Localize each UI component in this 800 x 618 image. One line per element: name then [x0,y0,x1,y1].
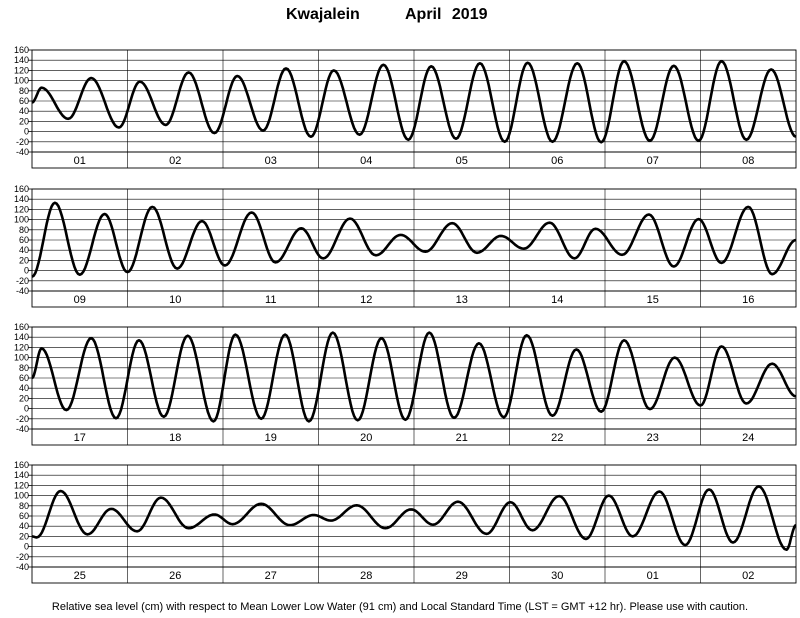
y-tick-label: 0 [24,127,29,137]
sea-level-series [31,331,797,423]
y-tick-label: -40 [16,147,29,157]
day-label: 08 [742,155,754,167]
y-tick-label: 100 [14,353,29,363]
day-label: 28 [360,570,372,582]
sea-level-series [30,485,797,551]
y-tick-label: 20 [19,255,29,265]
month-year: April 2019 [405,6,488,23]
y-tick-label: 0 [24,542,29,552]
day-label: 25 [74,570,86,582]
y-tick-label: 20 [19,393,29,403]
day-label: 24 [742,432,754,444]
y-tick-label: 120 [14,342,29,352]
y-tick-label: 160 [14,184,29,194]
y-tick-label: 120 [14,204,29,214]
y-tick-label: 160 [14,460,29,470]
y-tick-label: 60 [19,96,29,106]
y-tick-label: -40 [16,562,29,572]
y-tick-label: 140 [14,194,29,204]
y-tick-label: 140 [14,332,29,342]
y-tick-label: -40 [16,286,29,296]
panel-frame [31,464,797,584]
panel-frame [31,326,797,446]
y-tick-label: -20 [16,414,29,424]
day-label: 13 [456,294,468,306]
sea-level-series [31,59,797,144]
sea-level-series [31,201,797,278]
y-tick-label: 40 [19,245,29,255]
y-tick-label: 80 [19,363,29,373]
y-tick-label: 60 [19,373,29,383]
y-tick-label: 160 [14,322,29,332]
footnote: Relative sea level (cm) with respect to … [51,601,749,613]
day-label: 18 [169,432,181,444]
day-label: 29 [456,570,468,582]
y-tick-label: 40 [19,383,29,393]
panel-frame [31,188,797,308]
day-label: 11 [265,294,276,306]
day-label: 15 [647,294,659,306]
y-tick-label: -20 [16,276,29,286]
day-label: 16 [742,294,754,306]
y-tick-label: 160 [14,45,29,55]
y-tick-label: 0 [24,404,29,414]
page-title: Kwajalein April 2019 [0,4,800,28]
day-label: 30 [551,570,563,582]
y-tick-label: 100 [14,215,29,225]
day-label: 21 [456,432,468,444]
y-tick-label: 40 [19,521,29,531]
day-label: 09 [74,294,86,306]
day-label: 01 [647,570,659,582]
y-tick-label: 80 [19,225,29,235]
day-label: 17 [74,432,86,444]
day-label: 26 [169,570,181,582]
day-label: 10 [169,294,181,306]
y-tick-label: 120 [14,65,29,75]
day-label: 02 [169,155,181,167]
y-tick-label: 80 [19,501,29,511]
day-label: 14 [551,294,563,306]
day-label: 07 [647,155,659,167]
y-tick-label: 140 [14,470,29,480]
y-tick-label: 80 [19,86,29,96]
y-tick-label: 60 [19,511,29,521]
y-tick-label: 20 [19,531,29,541]
y-tick-label: 0 [24,266,29,276]
day-label: 03 [265,155,277,167]
y-tick-label: 60 [19,235,29,245]
day-label: 20 [360,432,372,444]
panel-frame [31,49,797,169]
y-tick-label: 120 [14,480,29,490]
day-label: 27 [265,570,277,582]
y-tick-label: -20 [16,552,29,562]
y-tick-label: 100 [14,491,29,501]
day-label: 23 [647,432,659,444]
y-tick-label: -20 [16,137,29,147]
day-label: 22 [551,432,563,444]
y-tick-label: 140 [14,55,29,65]
day-label: 05 [456,155,468,167]
day-label: 04 [360,155,372,167]
day-label: 12 [360,294,372,306]
station-name: Kwajalein [286,6,360,23]
day-label: 19 [265,432,277,444]
day-label: 01 [74,155,86,167]
y-tick-label: 20 [19,116,29,126]
day-label: 02 [742,570,754,582]
y-tick-label: 100 [14,76,29,86]
y-tick-label: 40 [19,106,29,116]
day-label: 06 [551,155,563,167]
y-tick-label: -40 [16,424,29,434]
